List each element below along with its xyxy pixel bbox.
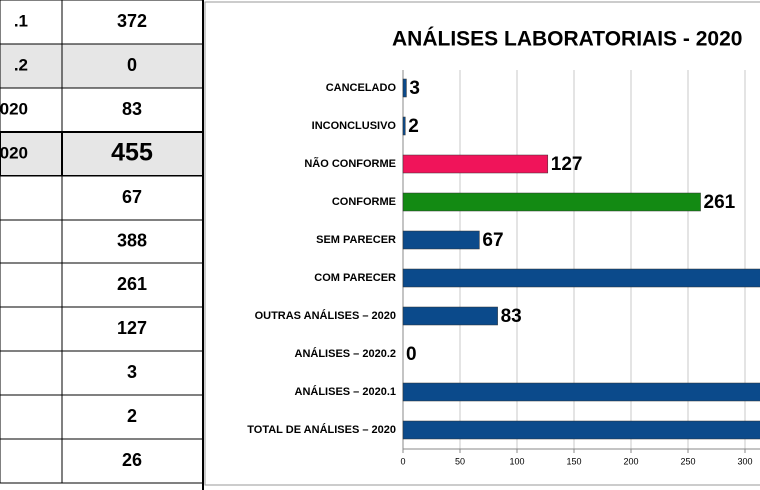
row-value: 455	[111, 139, 153, 167]
table-cell	[0, 175, 63, 221]
x-tick-label: 100	[509, 456, 524, 466]
data-label: 3	[409, 78, 420, 99]
y-tick-label: SEM PARECER	[316, 234, 396, 246]
table-cell	[0, 87, 63, 133]
x-tick-label: 300	[737, 456, 752, 466]
data-label: 261	[704, 192, 736, 213]
row-value: 2	[127, 406, 137, 426]
row-label: .2	[14, 55, 28, 74]
row-value: 83	[122, 99, 142, 119]
x-tick-label: 250	[680, 456, 695, 466]
row-label: .1	[14, 11, 28, 30]
table-cell	[0, 350, 63, 396]
chart-title: ANÁLISES LABORATORIAIS - 2020	[392, 28, 742, 51]
row-value: 127	[117, 318, 147, 338]
table-cell	[61, 262, 204, 308]
y-tick-label: TOTAL DE ANÁLISES – 2020	[247, 423, 396, 436]
row-value: 26	[122, 450, 142, 470]
row-value: 0	[127, 55, 137, 75]
bar	[402, 268, 760, 288]
bar	[402, 230, 480, 250]
y-tick-label: CONFORME	[332, 196, 396, 208]
y-tick-label: NÃO CONFORME	[304, 157, 396, 170]
table-cell	[0, 306, 63, 352]
table-cell	[61, 175, 204, 221]
x-tick-label: 0	[400, 456, 405, 466]
x-tick-label: 150	[566, 456, 581, 466]
table-cell	[0, 262, 63, 308]
y-tick-label: INCONCLUSIVO	[312, 120, 397, 132]
data-label: 127	[551, 154, 583, 175]
table-cell	[61, 87, 204, 133]
table-cell	[0, 394, 63, 440]
data-label: 0	[406, 344, 417, 365]
y-tick-label: ANÁLISES – 2020.2	[295, 347, 397, 360]
x-tick-label: 50	[455, 456, 465, 466]
bar	[402, 420, 760, 440]
table-cell	[61, 438, 204, 484]
row-value: 3	[127, 362, 137, 382]
y-tick-label: CANCELADO	[326, 82, 397, 94]
row-label: 020	[0, 143, 28, 162]
bar	[402, 116, 406, 136]
chart-frame	[204, 1, 760, 486]
data-label: 2	[408, 116, 419, 137]
row-label: 020	[0, 99, 28, 118]
table-cell	[0, 0, 63, 45]
bar	[402, 382, 760, 402]
table-cell	[61, 306, 204, 352]
y-tick-label: COM PARECER	[314, 272, 396, 284]
bar	[402, 192, 701, 212]
row-value: 388	[117, 230, 147, 250]
data-label: 83	[501, 306, 522, 327]
data-label: 67	[482, 230, 503, 251]
table-cell	[0, 43, 63, 89]
bar	[402, 78, 407, 98]
row-value: 67	[122, 187, 142, 207]
table-cell	[61, 43, 204, 89]
table-cell	[61, 394, 204, 440]
table-cell	[61, 219, 204, 264]
row-value: 261	[117, 274, 147, 294]
y-tick-label: ANÁLISES – 2020.1	[295, 385, 397, 398]
bar	[402, 306, 498, 326]
y-tick-label: OUTRAS ANÁLISES – 2020	[255, 309, 396, 322]
bar	[402, 154, 549, 174]
table-cell	[0, 219, 63, 264]
row-value: 372	[117, 11, 147, 31]
x-tick-label: 200	[623, 456, 638, 466]
table-cell	[0, 438, 63, 484]
table-cell	[61, 0, 204, 45]
